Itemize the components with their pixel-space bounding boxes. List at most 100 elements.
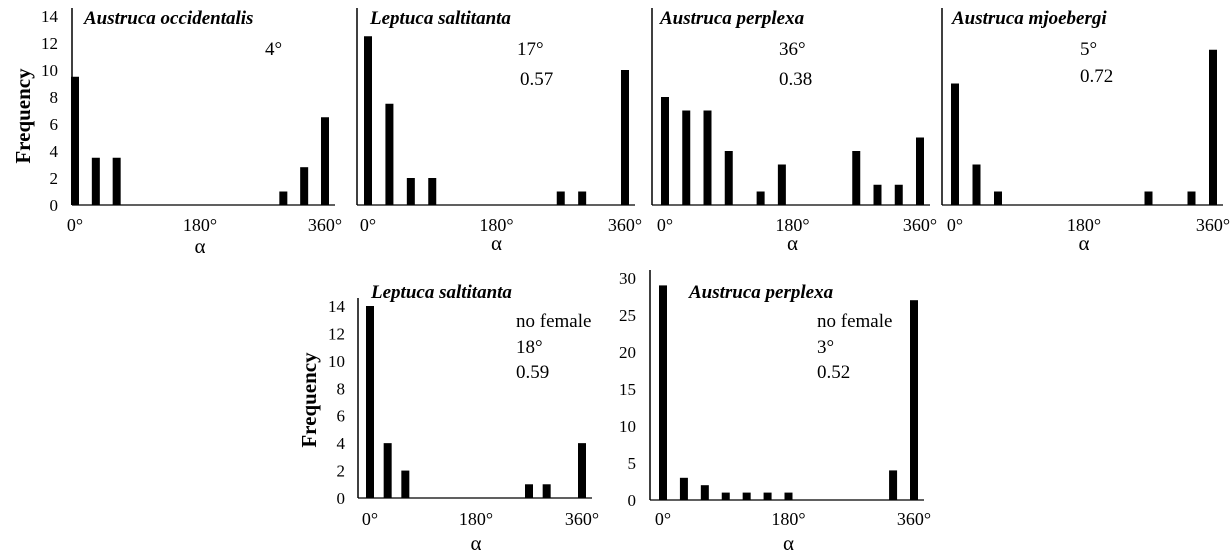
bar-3 (994, 191, 1002, 205)
bar-1 (951, 83, 959, 205)
bar-5 (300, 167, 309, 205)
y-axis-label: Frequency (11, 68, 35, 164)
bar-3 (401, 470, 410, 498)
bar-4 (279, 191, 288, 205)
x-axis-label: α (491, 231, 502, 255)
bar-4 (525, 484, 533, 498)
x-tick-label: 360° (1196, 215, 1230, 235)
panel-annotation: 4° (265, 39, 282, 60)
bar-5 (542, 484, 551, 498)
bar-2 (682, 110, 691, 205)
y-tick-label: 10 (619, 417, 636, 436)
histogram-panel-3: Austruca perplexa 36° 0.38 0° 180° 360° α (651, 8, 937, 255)
panel-annotation: no female (516, 311, 591, 332)
bar-6 (321, 117, 329, 205)
panel-title: Leptuca saltitanta (370, 282, 512, 303)
panel-annotation: 0.72 (1080, 66, 1113, 87)
bar-9 (894, 184, 903, 205)
panel-annotation: 5° (1080, 39, 1097, 60)
panel-annotation: no female (817, 311, 892, 332)
panel-annotation: 0.52 (817, 362, 850, 383)
bar-2 (385, 103, 394, 205)
x-tick-label: 180° (1067, 215, 1101, 235)
bar-1 (661, 97, 669, 205)
y-tick-label: 0 (50, 196, 59, 215)
y-tick-label: 4 (337, 434, 346, 453)
bar-7 (621, 70, 629, 205)
y-tick-label: 0 (628, 491, 637, 510)
x-axis-label: α (1078, 231, 1089, 255)
bar-9 (910, 300, 918, 500)
bar-8 (873, 184, 882, 205)
y-tick-label: 0 (337, 489, 346, 508)
y-tick-label: 8 (50, 88, 59, 107)
bar-2 (972, 164, 981, 205)
x-tick-label: 360° (608, 215, 642, 235)
panel-title: Austruca mjoebergi (951, 8, 1107, 29)
x-axis-label: α (787, 231, 798, 255)
x-tick-label: 180° (775, 215, 809, 235)
x-tick-label: 0° (947, 215, 963, 235)
bar-4 (721, 492, 730, 500)
bar-7 (852, 151, 861, 205)
x-tick-label: 180° (183, 215, 217, 235)
panel-annotation: 36° (779, 39, 806, 60)
bar-4 (428, 178, 437, 205)
panel-annotation: 0.38 (779, 69, 812, 90)
bar-3 (703, 110, 712, 205)
bar-1 (366, 306, 374, 498)
panel-annotation: 0.59 (516, 362, 549, 383)
y-tick-label: 8 (337, 379, 346, 398)
y-tick-label: 4 (50, 142, 59, 161)
x-tick-label: 360° (308, 215, 342, 235)
y-axis-label: Frequency (297, 352, 321, 448)
x-tick-label: 180° (459, 509, 493, 529)
bar-2 (679, 477, 688, 500)
bar-2 (91, 157, 100, 205)
panel-annotation: 0.57 (520, 69, 553, 90)
y-tick-label: 6 (50, 115, 59, 134)
x-tick-label: 180° (771, 509, 805, 529)
bar-5 (1187, 191, 1196, 205)
bar-8 (889, 470, 898, 500)
y-tick-label: 12 (41, 34, 58, 53)
bar-1 (659, 285, 667, 500)
x-tick-label: 180° (479, 215, 513, 235)
bar-6 (578, 443, 586, 498)
bar-6 (763, 492, 772, 500)
bar-10 (916, 137, 924, 205)
histogram-panel-1: Austruca occidentalis 4° 0° 180° 360° α 0 2 4 6 8 1… (11, 7, 342, 258)
panel-title: Leptuca saltitanta (369, 8, 511, 29)
y-tick-label: 10 (328, 352, 345, 371)
bar-1 (71, 76, 79, 205)
bar-7 (784, 492, 793, 500)
panel-title: Austruca perplexa (688, 282, 834, 303)
y-tick-label: 20 (619, 343, 636, 362)
bar-5 (756, 191, 765, 205)
bar-6 (1209, 49, 1217, 205)
panel-annotation: 18° (516, 337, 543, 358)
bar-3 (112, 157, 121, 205)
panel-annotation: 17° (517, 39, 544, 60)
x-tick-label: 0° (362, 509, 378, 529)
y-tick-label: 2 (50, 169, 59, 188)
y-tick-label: 15 (619, 380, 636, 399)
x-tick-label: 0° (360, 215, 376, 235)
y-tick-label: 14 (328, 297, 346, 316)
panel-title: Austruca occidentalis (83, 8, 253, 29)
histogram-panel-4: Austruca mjoebergi 5° 0.72 0° 180° 360° α (941, 8, 1230, 255)
x-axis-label: α (783, 531, 794, 552)
x-axis-label: α (470, 531, 481, 552)
y-tick-label: 12 (328, 324, 345, 343)
bar-2 (383, 443, 392, 498)
bar-5 (742, 492, 751, 500)
x-axis-label: α (194, 234, 205, 258)
y-tick-label: 5 (628, 454, 637, 473)
bar-5 (556, 191, 565, 205)
histogram-panel-2: Leptuca saltitanta 17° 0.57 0° 180° 360° α (356, 8, 642, 255)
bar-3 (700, 485, 709, 500)
panel-title: Austruca perplexa (659, 8, 805, 29)
x-tick-label: 0° (657, 215, 673, 235)
y-tick-label: 6 (337, 407, 346, 426)
